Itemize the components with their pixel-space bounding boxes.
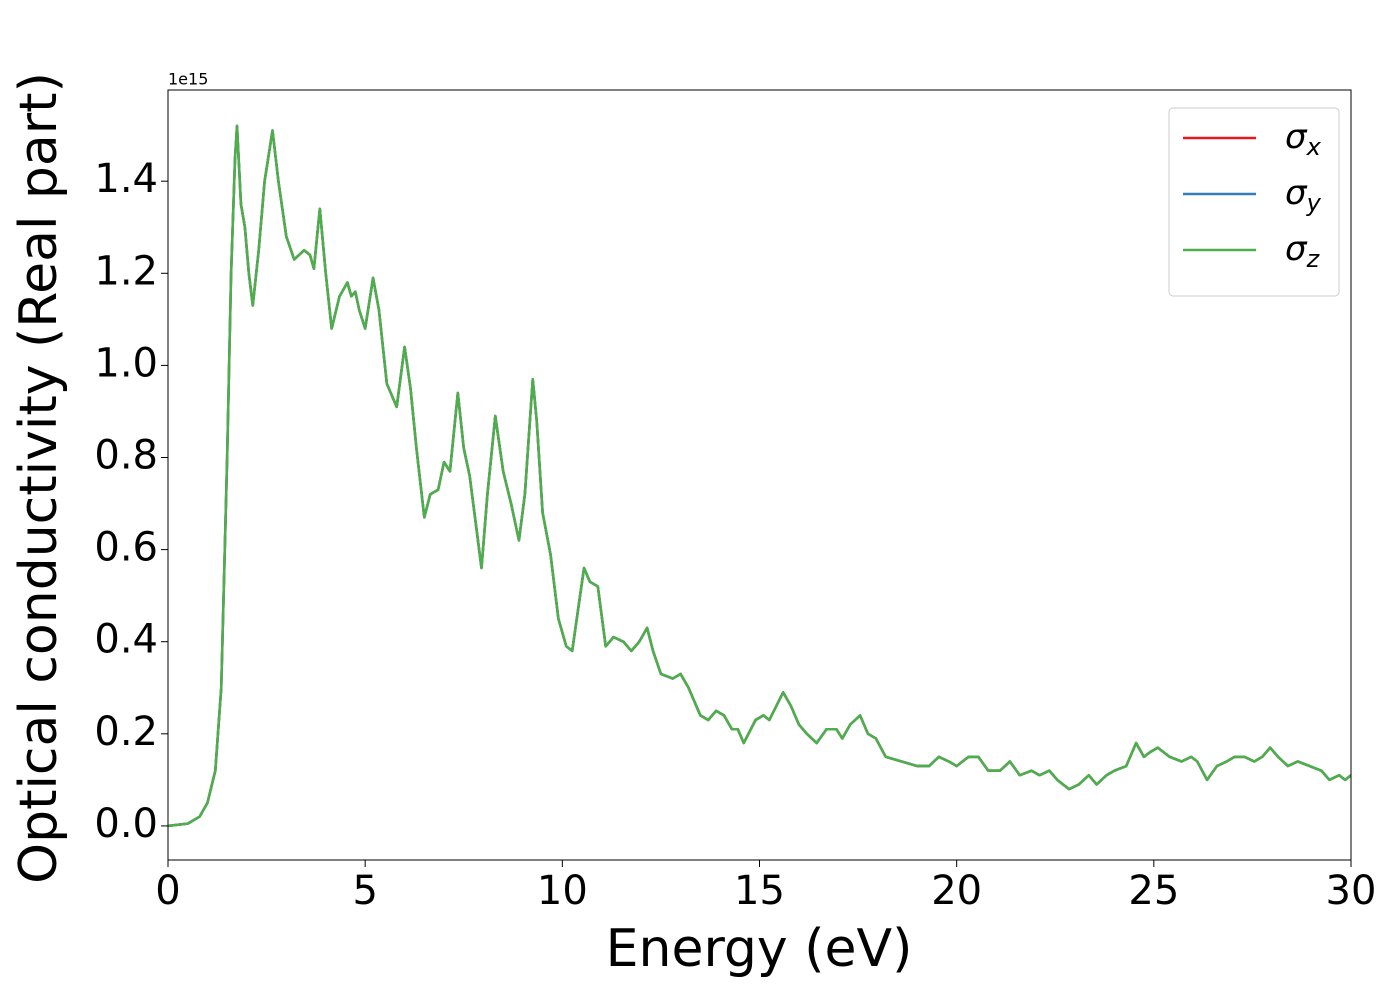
y-axis-label: Optical conductivity (Real part): [9, 72, 69, 884]
y-tick-label: 1.0: [94, 340, 158, 386]
x-tick-label: 10: [537, 868, 588, 914]
x-tick-label: 5: [352, 868, 377, 914]
y-tick-label: 1.4: [94, 156, 158, 202]
y-tick-label: 0.4: [94, 617, 158, 663]
y-tick-label: 0.6: [94, 525, 158, 571]
x-tick-label: 30: [1326, 868, 1377, 914]
x-tick-label: 20: [931, 868, 982, 914]
legend-label: σy: [1285, 173, 1322, 218]
x-tick-label: 0: [155, 868, 180, 914]
y-tick-label: 0.2: [94, 709, 158, 755]
y-tick-label: 0.8: [94, 433, 158, 479]
plot-frame: [167, 89, 1352, 861]
legend: σx σy σz: [1168, 107, 1340, 297]
y-offset-label: 1e15: [168, 70, 208, 89]
x-axis-label: Energy (eV): [606, 919, 913, 979]
y-tick-label: 0.0: [94, 801, 158, 847]
x-tick-label: 15: [734, 868, 785, 914]
legend-label: σz: [1285, 229, 1321, 274]
series-line: [168, 124, 1351, 828]
x-tick-label: 25: [1128, 868, 1179, 914]
y-tick-label: 1.2: [94, 248, 158, 294]
legend-label: σx: [1285, 117, 1322, 162]
